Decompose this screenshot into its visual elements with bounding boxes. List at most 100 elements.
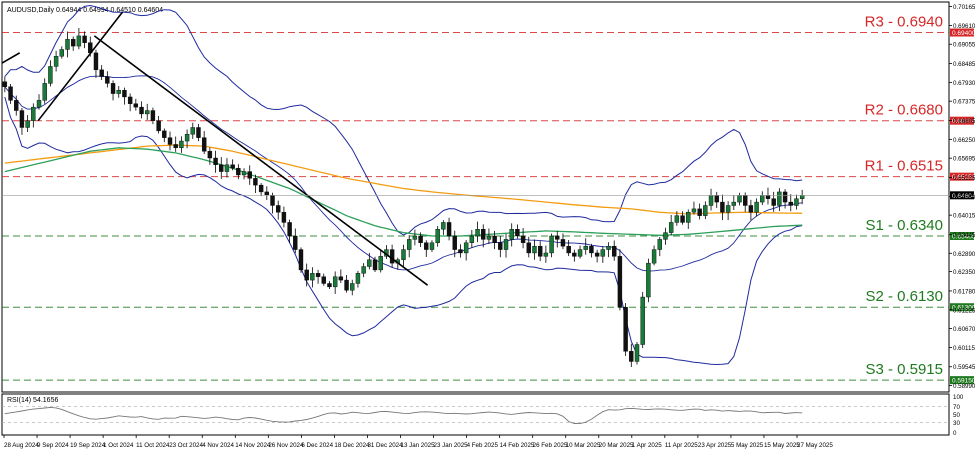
rsi-tick-label-1: 70 [953,404,960,411]
candle-body-76 [435,229,440,243]
candle-body-75 [429,242,435,250]
candle-body-40 [230,164,235,169]
candle-body-121 [691,208,697,213]
candle-body-77 [441,222,446,230]
candle-body-123 [703,205,708,216]
candle-body-41 [236,167,241,176]
candle-body-6 [36,100,42,108]
bollinger-lower [4,96,803,366]
candle-body-108 [617,256,623,308]
candle-body-27 [156,120,161,132]
candle-body-126 [720,201,725,213]
candle-body-63 [361,266,366,274]
candle-body-93 [532,245,537,254]
candle-body-88 [503,239,509,250]
y-tick-label-16: 0.61225 [953,307,975,314]
candle-body-59 [338,276,344,281]
candle-body-24 [139,106,144,115]
x-tick-label-21: 23 Apr 2025 [698,442,732,449]
rsi-label: RSI(14) 54.1656 [7,397,58,404]
rsi-tick-label-4: 0 [953,430,957,437]
y-tick-label-15: 0.61780 [953,288,975,295]
candle-body-91 [520,235,526,243]
x-tick-label-5: 23 Oct 2024 [169,442,203,449]
candle-body-36 [207,151,213,159]
x-tick-label-19: 1 Apr 2025 [632,442,662,449]
y-tick-label-14: 0.62350 [953,269,975,276]
level-label-1: R2 - 0.6680 [865,102,943,119]
candle-body-53 [304,269,309,281]
candle-body-70 [401,249,406,260]
candle-body-71 [406,239,412,250]
candle-body-18 [105,76,110,84]
candle-body-103 [589,245,594,254]
candle-body-83 [475,229,480,237]
candle-body-37 [213,157,218,165]
x-tick-label-23: 15 May 2025 [764,442,800,449]
candle-body-99 [566,245,571,254]
candle-body-66 [378,256,383,271]
candle-body-112 [640,296,645,345]
candle-body-9 [53,56,59,67]
candle-body-38 [219,164,224,172]
candle-body-101 [577,249,583,257]
candle-body-17 [99,69,104,77]
rsi-tick-label-3: 30 [953,420,960,427]
candle-body-62 [355,273,361,284]
candle-body-98 [560,239,566,247]
level-label-2: R1 - 0.6515 [865,158,943,175]
candle-body-87 [498,242,503,250]
candle-body-11 [65,39,70,50]
candle-body-39 [224,164,230,172]
x-tick-label-24: 27 May 2025 [797,442,833,449]
candle-body-82 [469,235,475,243]
candle-body-13 [76,35,82,47]
candle-body-136 [777,191,782,206]
y-tick-label-8: 0.65695 [953,156,975,163]
candle-body-119 [680,215,685,223]
candle-body-90 [515,229,520,237]
candle-body-80 [458,249,463,254]
y-tick-label-1: 0.69610 [953,23,975,30]
level-tag-text-2: 0.65150 [952,174,975,181]
candle-body-51 [293,235,298,250]
candle-body-49 [281,212,287,223]
candle-body-135 [771,198,776,206]
candle-body-89 [509,229,514,240]
candle-body-113 [646,262,651,298]
candle-body-110 [629,351,634,362]
candle-body-132 [754,201,759,213]
x-tick-label-4: 11 Oct 2024 [136,442,170,449]
x-tick-label-13: 23 Jan 2025 [434,442,469,449]
y-tick-label-20: 0.58990 [953,383,975,390]
candle-body-124 [708,195,714,206]
level-tag-5 [950,376,974,385]
x-tick-label-17: 10 Mar 2025 [566,442,601,449]
x-tick-label-6: 4 Nov 2024 [202,442,234,449]
x-tick-label-12: 13 Jan 2025 [401,442,436,449]
candle-body-117 [668,222,674,233]
candle-body-16 [93,52,99,71]
candle-body-118 [674,215,680,223]
candle-body-97 [555,235,560,240]
candle-body-56 [321,276,326,284]
candle-body-122 [697,208,702,216]
candle-body-131 [748,205,754,213]
x-tick-label-15: 14 Feb 2025 [500,442,535,449]
y-tick-label-3: 0.68485 [953,61,975,68]
x-tick-label-11: 31 Dec 2024 [367,442,403,449]
candle-body-106 [606,245,611,250]
trend-line-2 [93,35,429,286]
candle-body-28 [162,130,167,138]
x-tick-label-1: 9 Sep 2024 [37,442,69,449]
candle-body-134 [765,195,771,199]
candle-body-96 [549,235,554,254]
x-tick-label-9: 6 Dec 2024 [301,442,333,449]
candle-body-25 [145,110,150,115]
rsi-line [4,406,803,425]
candle-body-81 [463,242,469,254]
rsi-tick-label-2: 50 [953,412,960,419]
x-tick-label-7: 14 Nov 2024 [235,442,271,449]
y-tick-label-0: 0.70165 [953,4,975,11]
